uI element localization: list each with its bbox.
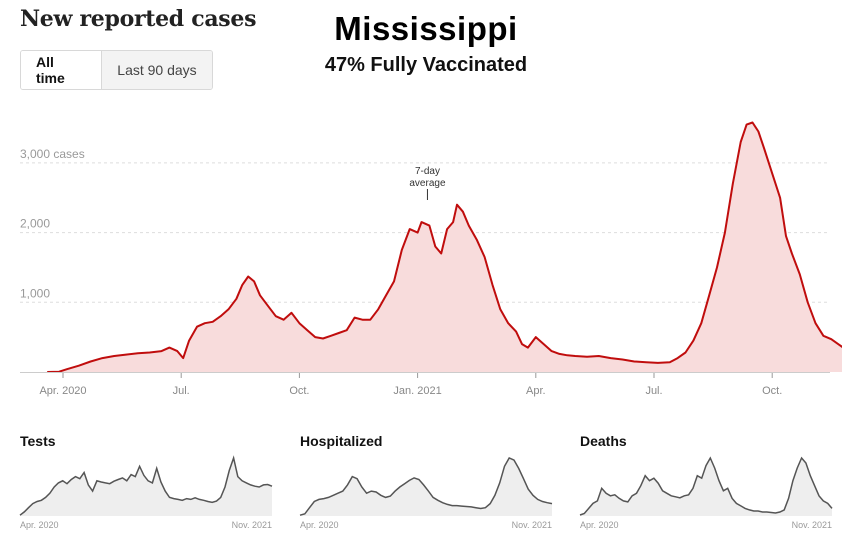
deaths-mini-chart: Apr. 2020 Nov. 2021 (579, 456, 833, 530)
mini-x-label-start: Apr. 2020 (580, 520, 619, 530)
cases-line (47, 121, 842, 373)
x-tick-label: Jul. (173, 385, 190, 397)
mini-area-fill (580, 458, 832, 516)
hospitalized-title: Hospitalized (300, 433, 383, 449)
seven-day-average-annotation: 7-day average (409, 166, 446, 200)
x-tick-label: Apr. 2020 (39, 385, 86, 397)
annotation-label-line2: average (409, 178, 446, 189)
tests-mini-chart: Apr. 2020 Nov. 2021 (19, 455, 273, 530)
vaccination-rate: 47% Fully Vaccinated (324, 54, 528, 76)
deaths-title: Deaths (580, 433, 627, 449)
x-axis-ticks: Apr. 2020 Jul. Oct. Jan. 2021 Apr. Jul. Oct. (39, 373, 782, 397)
mini-x-label-start: Apr. 2020 (20, 520, 59, 530)
state-title: Mississippi (334, 10, 518, 47)
x-tick-label: Jan. 2021 (393, 385, 441, 397)
hospitalized-mini-chart: Apr. 2020 Nov. 2021 (299, 457, 553, 530)
y-tick-label: 1,000 (20, 286, 50, 300)
tests-title: Tests (20, 433, 56, 449)
all-time-button[interactable]: All time (21, 51, 102, 89)
cases-area-fill (47, 122, 842, 372)
last-90-days-button[interactable]: Last 90 days (102, 51, 212, 89)
mini-x-label-start: Apr. 2020 (300, 520, 339, 530)
mini-x-label-end: Nov. 2021 (512, 520, 552, 530)
time-range-toggle: All time Last 90 days (20, 50, 213, 90)
page-title: New reported cases (20, 6, 257, 32)
cases-chart: 1,000 2,000 3,000 cases Apr. 2020 Jul. Oct. J… (20, 121, 842, 397)
y-tick-label: 3,000 cases (20, 147, 85, 161)
y-tick-label: 2,000 (20, 217, 50, 231)
mini-x-label-end: Nov. 2021 (792, 520, 832, 530)
mini-line (299, 457, 553, 516)
x-tick-label: Oct. (762, 385, 782, 397)
mini-area-fill (20, 458, 272, 516)
mini-line (19, 455, 273, 516)
x-tick-label: Apr. (526, 385, 546, 397)
x-tick-label: Oct. (289, 385, 309, 397)
x-tick-label: Jul. (645, 385, 662, 397)
annotation-label-line1: 7-day (415, 166, 440, 177)
mini-line (579, 456, 833, 516)
gridlines: 1,000 2,000 3,000 cases (20, 147, 830, 303)
mini-x-label-end: Nov. 2021 (232, 520, 272, 530)
mini-area-fill (300, 458, 552, 516)
